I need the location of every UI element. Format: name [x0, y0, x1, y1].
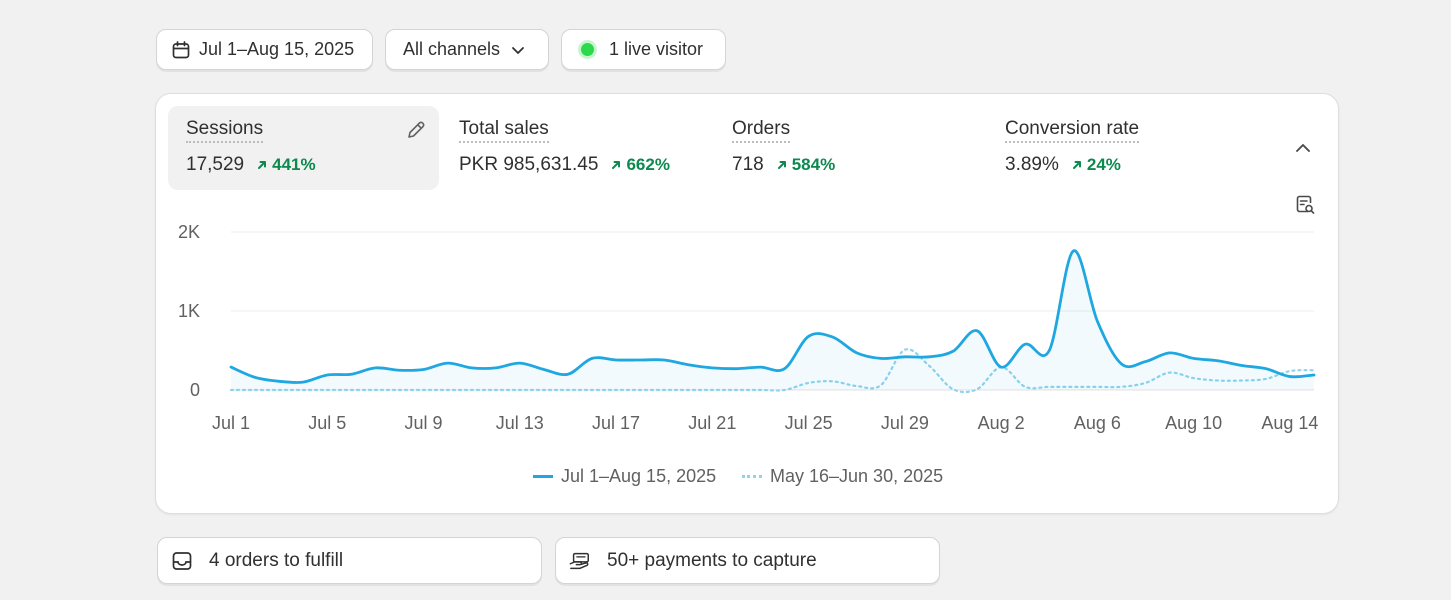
y-tick-label: 1K: [178, 301, 200, 321]
payments-to-capture-button[interactable]: 50+ payments to capture: [555, 537, 940, 584]
series-line-current-period: [229, 249, 1316, 384]
y-tick-label: 2K: [178, 222, 200, 242]
live-status-dot: [581, 43, 594, 56]
series-line-previous-period: [229, 348, 1316, 394]
metric-delta: 24%: [1071, 155, 1121, 175]
channel-filter-button[interactable]: All channels: [385, 29, 549, 70]
x-tick-label: Jul 1: [212, 413, 250, 433]
x-tick-label: Jul 5: [308, 413, 346, 433]
metric-label: Conversion rate: [1005, 118, 1140, 143]
metric-value: 17,529: [186, 154, 245, 175]
metric-label: Orders: [732, 118, 791, 143]
analytics-card: Sessions 17,529 441% Total sales PKR 985…: [155, 93, 1339, 514]
y-tick-label: 0: [190, 380, 200, 400]
metric-total-sales[interactable]: Total sales PKR 985,631.45 662%: [441, 106, 711, 190]
x-tick-label: Jul 13: [496, 413, 544, 433]
metric-delta: 584%: [776, 155, 835, 175]
x-tick-label: Jul 9: [405, 413, 443, 433]
metric-value: 718: [732, 154, 764, 175]
x-tick-label: Aug 10: [1165, 413, 1222, 433]
date-range-button[interactable]: Jul 1–Aug 15, 2025: [156, 29, 373, 70]
sessions-line-chart: 0 1K 2K Jul 1 Jul 5 Jul 9 Jul 13 Jul 17 Jul 21 Ju…: [178, 222, 1318, 433]
legend-item-previous[interactable]: May 16–Jun 30, 2025: [742, 466, 943, 487]
arrow-up-right-icon: [777, 161, 786, 169]
chevron-up-icon[interactable]: [1293, 138, 1313, 158]
channel-filter-label: All channels: [403, 39, 501, 59]
series-area-current-period: [231, 250, 1314, 390]
arrow-up-right-icon: [1072, 161, 1081, 169]
arrow-up-right-icon: [612, 161, 621, 169]
metric-delta: 662%: [610, 155, 670, 175]
report-search-icon[interactable]: [1294, 194, 1316, 216]
legend-swatch-solid: [533, 475, 553, 478]
metric-orders[interactable]: Orders 718 584%: [714, 106, 984, 190]
metric-delta-value: 441%: [272, 155, 316, 174]
cash-hand-icon: [569, 552, 589, 569]
metric-sessions[interactable]: Sessions 17,529 441%: [168, 106, 439, 190]
x-tick-label: Jul 29: [881, 413, 929, 433]
metric-delta: 441%: [256, 155, 316, 175]
calendar-icon: [172, 40, 190, 58]
metric-value: 3.89%: [1005, 154, 1059, 175]
x-tick-label: Jul 21: [688, 413, 736, 433]
arrow-up-right-icon: [258, 161, 267, 169]
legend-swatch-dotted: [742, 475, 762, 478]
legend-label: May 16–Jun 30, 2025: [770, 466, 944, 486]
date-range-label: Jul 1–Aug 15, 2025: [199, 39, 355, 59]
metric-delta-value: 662%: [626, 155, 670, 174]
metric-delta-value: 24%: [1086, 155, 1121, 174]
orders-to-fulfill-button[interactable]: 4 orders to fulfill: [157, 537, 542, 584]
x-tick-label: Jul 17: [592, 413, 640, 433]
metric-label: Sessions: [186, 118, 264, 143]
x-tick-label: Aug 14: [1261, 413, 1318, 433]
live-visitor-label: 1 live visitor: [609, 39, 704, 59]
x-tick-label: Jul 25: [785, 413, 833, 433]
live-visitor-button[interactable]: 1 live visitor: [561, 29, 726, 70]
x-tick-label: Aug 6: [1074, 413, 1121, 433]
legend-label: Jul 1–Aug 15, 2025: [561, 466, 717, 486]
x-tick-label: Aug 2: [978, 413, 1025, 433]
payments-to-capture-label: 50+ payments to capture: [607, 549, 817, 571]
metric-conversion-rate[interactable]: Conversion rate 3.89% 24%: [987, 106, 1257, 190]
inbox-icon: [172, 551, 192, 570]
chevron-down-icon: [512, 46, 524, 54]
metric-value: PKR 985,631.45: [459, 154, 599, 175]
metric-delta-value: 584%: [791, 155, 836, 174]
metric-label: Total sales: [459, 118, 549, 143]
legend-item-current[interactable]: Jul 1–Aug 15, 2025: [533, 466, 716, 487]
orders-to-fulfill-label: 4 orders to fulfill: [209, 549, 344, 571]
pencil-icon[interactable]: [405, 119, 427, 141]
